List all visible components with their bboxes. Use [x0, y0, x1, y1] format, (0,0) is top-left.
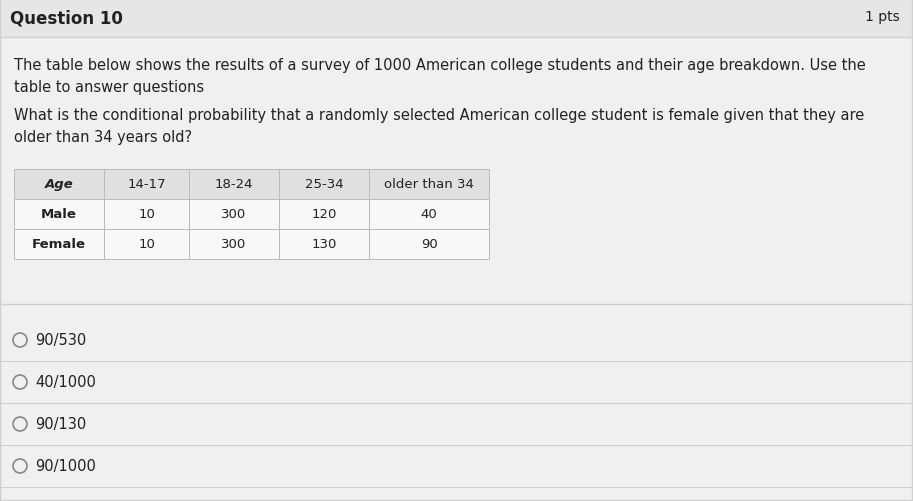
Bar [14, 199, 104, 229]
Bar [369, 170, 489, 199]
Bar [104, 170, 189, 199]
Text: older than 34: older than 34 [384, 178, 474, 191]
Text: 130: 130 [311, 238, 337, 251]
Bar [104, 229, 189, 260]
Text: What is the conditional probability that a randomly selected American college st: What is the conditional probability that… [14, 108, 865, 144]
Bar [369, 199, 489, 229]
Text: 90: 90 [421, 238, 437, 251]
Circle shape [13, 459, 27, 473]
Bar [279, 229, 369, 260]
Bar [0, 0, 913, 38]
Text: 120: 120 [311, 208, 337, 221]
Text: 10: 10 [138, 208, 155, 221]
Circle shape [13, 333, 27, 347]
Text: 18-24: 18-24 [215, 178, 253, 191]
Bar [189, 199, 279, 229]
Bar [104, 199, 189, 229]
Circle shape [13, 375, 27, 389]
Text: 300: 300 [221, 238, 247, 251]
Bar [189, 170, 279, 199]
Text: Male: Male [41, 208, 77, 221]
Text: 10: 10 [138, 238, 155, 251]
Bar [279, 170, 369, 199]
Bar [14, 229, 104, 260]
Text: 90/1000: 90/1000 [35, 458, 96, 473]
Text: 40: 40 [421, 208, 437, 221]
Bar [14, 170, 104, 199]
Bar [279, 199, 369, 229]
Bar [369, 229, 489, 260]
Text: 1 pts: 1 pts [866, 10, 900, 24]
Text: 300: 300 [221, 208, 247, 221]
Text: 40/1000: 40/1000 [35, 375, 96, 390]
Text: The table below shows the results of a survey of 1000 American college students : The table below shows the results of a s… [14, 58, 866, 94]
Text: 25-34: 25-34 [305, 178, 343, 191]
Text: 90/530: 90/530 [35, 333, 86, 348]
Text: Question 10: Question 10 [10, 10, 123, 28]
Bar [189, 229, 279, 260]
Text: 14-17: 14-17 [127, 178, 166, 191]
Circle shape [13, 417, 27, 431]
Text: 90/130: 90/130 [35, 417, 86, 432]
Text: Female: Female [32, 238, 86, 251]
Text: Age: Age [45, 178, 73, 191]
